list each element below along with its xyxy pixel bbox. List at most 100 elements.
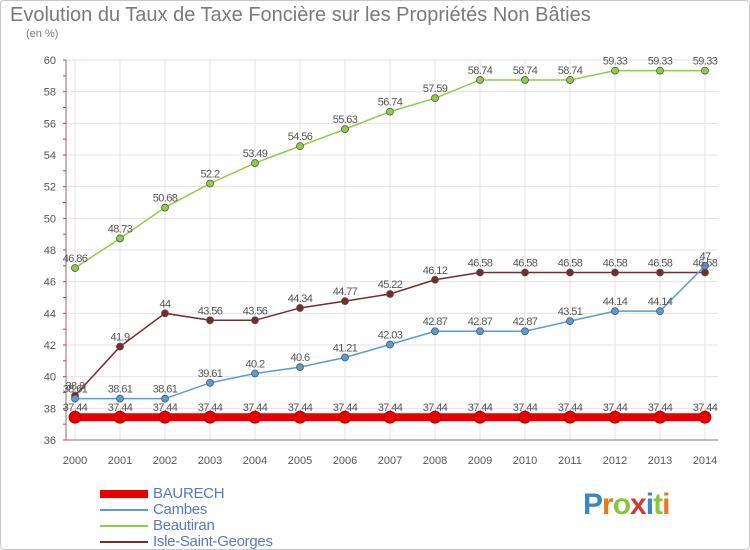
data-label: 37.44 [693,402,718,414]
data-label: 37.44 [423,402,448,414]
data-point [428,410,442,424]
data-point [113,410,127,424]
data-point [473,410,487,424]
data-label: 44.77 [333,286,358,298]
data-point [476,327,484,336]
data-point [701,66,709,75]
data-point [431,327,439,336]
data-label: 46.58 [468,257,493,269]
data-label: 46.58 [513,257,538,269]
data-point [158,410,172,424]
data-label: 46.58 [648,257,673,269]
data-point [698,410,712,424]
legend-label: BAURECH [153,485,225,502]
legend-item: BAURECH [100,485,400,502]
data-point [71,264,79,272]
data-point [383,410,397,424]
x-tick-label: 2001 [108,455,132,467]
data-point [161,394,169,403]
x-tick-label: 2007 [378,455,402,467]
x-tick-label: 2006 [333,455,357,467]
data-point [203,410,217,424]
x-tick-label: 2011 [558,455,582,467]
data-label: 38.8 [65,381,84,393]
y-tick-label: 48 [44,245,56,257]
data-point [656,268,664,277]
y-tick-label: 56 [44,118,56,130]
data-label: 54.56 [288,131,313,143]
data-point [521,268,529,277]
data-label: 58.74 [558,65,583,77]
data-label: 41.21 [333,343,358,355]
y-tick-label: 36 [44,435,56,447]
y-tick-label: 52 [44,182,56,194]
data-point [701,268,709,277]
data-label: 37.44 [603,402,628,414]
data-label: 37.44 [63,402,88,414]
data-point [521,76,529,84]
data-point [566,76,574,84]
data-point [521,327,529,336]
data-point [251,316,259,325]
proxiti-logo: Proxiti [583,488,670,522]
data-label: 58.74 [468,65,493,77]
data-point [341,125,349,134]
data-label: 37.44 [513,402,538,414]
y-tick-label: 44 [44,308,56,320]
data-point [608,410,622,424]
data-point [701,261,709,270]
legend-label: Beautiran [153,517,215,534]
data-label: 48.73 [108,223,133,235]
data-point [476,268,484,277]
legend-label: Cambes [153,501,208,518]
data-label: 50.68 [153,193,178,205]
data-label: 42.03 [378,330,403,342]
legend-item: Isle-Saint-Georges [100,533,400,550]
chart-title: Evolution du Taux de Taxe Foncière sur l… [10,4,591,26]
data-point [161,203,169,212]
data-label: 44 [159,298,171,310]
data-point [248,410,262,424]
data-point [116,394,124,403]
x-tick-label: 2005 [288,455,312,467]
data-label: 38.61 [63,384,88,396]
data-label: 58.74 [513,65,538,77]
logo-letter: P [583,488,603,521]
data-point [68,410,82,424]
data-point [566,268,574,277]
data-point [206,179,214,188]
data-point [341,353,349,362]
x-tick-label: 2003 [198,455,222,467]
data-label: 44.14 [648,296,673,308]
data-point [296,363,304,372]
x-tick-label: 2014 [693,455,717,467]
data-label: 37.44 [198,402,223,414]
data-point [431,275,439,284]
data-point [296,142,304,151]
x-tick-label: 2010 [513,455,537,467]
data-point [116,234,124,243]
legend-swatch [100,509,148,511]
legend-swatch [100,490,148,498]
data-label: 42.87 [468,316,493,328]
y-tick-label: 38 [44,403,56,415]
data-label: 46.58 [693,257,718,269]
data-label: 59.33 [693,56,718,68]
data-label: 38.61 [108,384,133,396]
logo-letter: x [630,488,647,521]
legend-swatch [100,525,148,527]
data-point [206,378,214,387]
data-point [386,107,394,116]
data-label: 37.44 [153,402,178,414]
data-point [296,304,304,312]
data-label: 37.44 [333,402,358,414]
legend-label: Isle-Saint-Georges [153,533,273,550]
data-label: 59.33 [648,56,673,68]
data-label: 39.61 [198,368,223,380]
data-point [161,309,169,318]
chart-legend: BAURECH Cambes Beautiran Isle-Saint-Georges [100,485,400,550]
data-label: 38.61 [153,384,178,396]
data-label: 57.59 [423,83,448,95]
data-label: 40.2 [245,359,264,371]
